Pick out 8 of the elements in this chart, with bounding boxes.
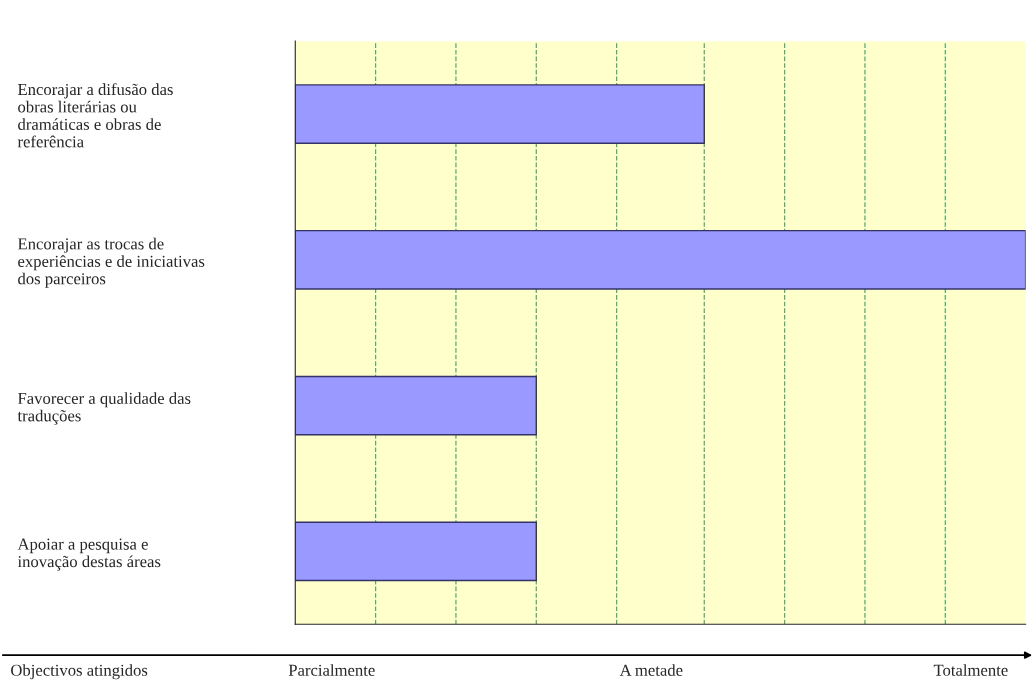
text: A metade — [619, 664, 683, 676]
y-tick-label: Apoiar a pesquisa e inovação destas áreas — [17, 538, 161, 571]
text: Totalmente — [933, 664, 1008, 676]
y-tick-label: Encorajar a difusão das obras literárias ou dramáticas e obras de referência — [17, 83, 173, 148]
text: Objectivos atingidos — [11, 664, 148, 680]
y-tick-label: Favorecer a qualidade das traduções — [17, 392, 191, 425]
text: Parcialmente — [288, 664, 375, 676]
y-tick-label: Encorajar as trocas de experiências e de iniciativas dos parceiros — [17, 237, 205, 288]
